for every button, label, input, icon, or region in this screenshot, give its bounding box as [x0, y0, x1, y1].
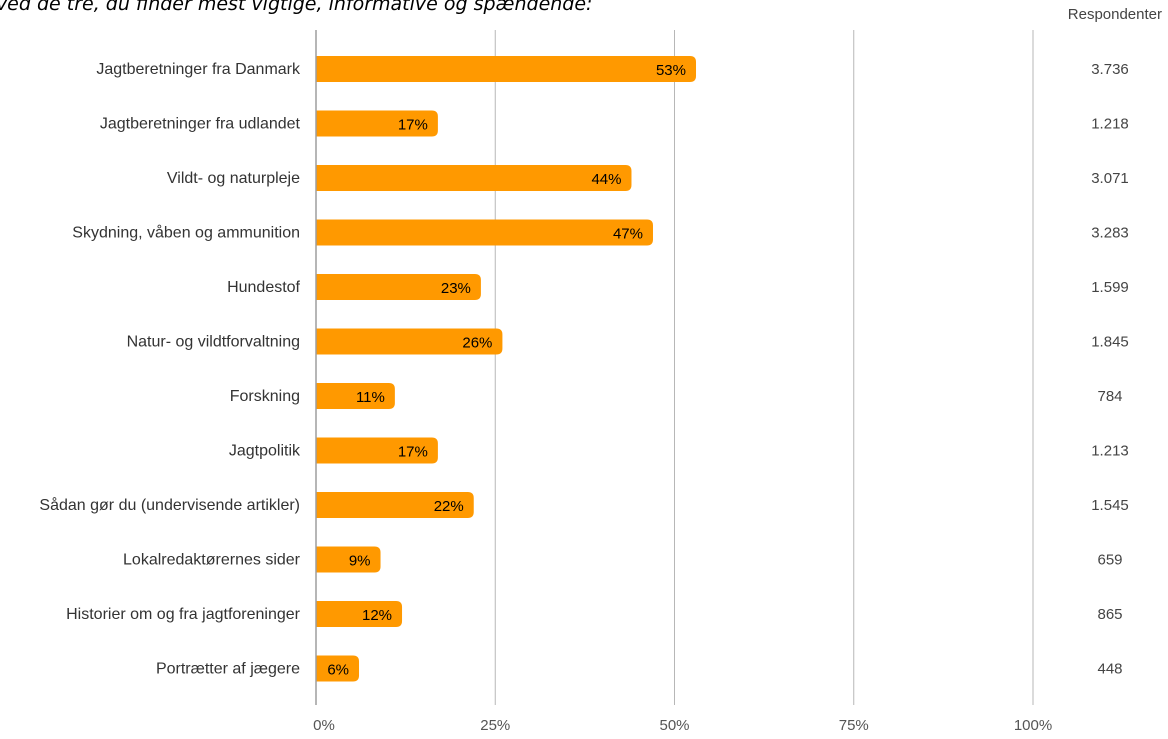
bar: [316, 56, 697, 82]
bar: [316, 437, 438, 464]
respondents-value: 3.071: [1091, 170, 1129, 187]
category-label: Natur- og vildtforvaltning: [127, 334, 300, 351]
respondents-value: 1.845: [1091, 334, 1129, 351]
bar-value-label: 22%: [434, 498, 464, 515]
x-tick-label-50: 50%: [659, 717, 689, 734]
respondents-header: Respondenter: [1067, 6, 1162, 23]
x-tick-label-25: 25%: [480, 717, 510, 734]
bar: [316, 110, 438, 137]
bar: [316, 601, 403, 627]
category-label: Jagtberetninger fra Danmark: [96, 61, 301, 78]
bar-value-label: 9%: [349, 553, 371, 570]
bar: [316, 655, 360, 682]
respondents-value: 784: [1097, 388, 1122, 405]
category-label: Lokalredaktørernes sider: [123, 552, 301, 569]
bar: [316, 219, 653, 246]
bar-value-label: 17%: [398, 117, 428, 134]
respondents-value: 865: [1097, 606, 1122, 623]
bar-value-label: 6%: [327, 662, 349, 679]
category-label: Sådan gør du (undervisende artikler): [39, 496, 300, 514]
bar: [316, 383, 395, 409]
category-label: Skydning, våben og ammunition: [72, 224, 300, 242]
category-label: Forskning: [230, 388, 300, 405]
bar-value-label: 23%: [441, 280, 471, 297]
x-tick-label-0: 0%: [313, 717, 335, 734]
bar-value-label: 26%: [462, 335, 492, 352]
category-label: Portrætter af jægere: [156, 661, 300, 678]
chart-title: s ved de tre, du finder mest vigtige, in…: [0, 0, 593, 15]
bar: [316, 492, 474, 518]
respondents-value: 659: [1097, 552, 1122, 569]
respondents-value: 1.213: [1091, 443, 1129, 460]
bar: [316, 165, 632, 191]
bar-value-label: 12%: [362, 607, 392, 624]
bar-value-label: 53%: [656, 62, 686, 79]
respondents-value: 1.218: [1091, 116, 1129, 133]
x-tick-label-100: 100%: [1014, 717, 1052, 734]
bar: [316, 328, 503, 355]
category-label: Jagtpolitik: [229, 443, 301, 460]
category-label: Hundestof: [227, 279, 300, 296]
category-label: Jagtberetninger fra udlandet: [100, 116, 301, 133]
respondents-value: 448: [1097, 661, 1122, 678]
respondents-value: 3.736: [1091, 61, 1129, 78]
bar-value-label: 47%: [613, 226, 643, 243]
category-label: Historier om og fra jagtforeninger: [66, 606, 301, 623]
respondents-value: 1.545: [1091, 497, 1129, 514]
bar: [316, 546, 381, 573]
bar-value-label: 11%: [356, 389, 385, 406]
bar: [316, 274, 481, 300]
respondents-value: 3.283: [1091, 225, 1129, 242]
bar-value-label: 17%: [398, 444, 428, 461]
x-tick-label-75: 75%: [839, 717, 869, 734]
bar-value-label: 44%: [591, 171, 621, 188]
category-label: Vildt- og naturpleje: [167, 170, 300, 187]
respondents-value: 1.599: [1091, 279, 1129, 296]
